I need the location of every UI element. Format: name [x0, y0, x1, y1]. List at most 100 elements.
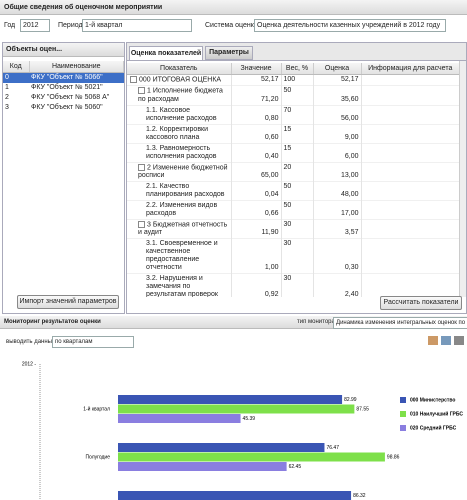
cell	[361, 74, 460, 86]
bar	[118, 443, 325, 452]
cell: 1 Исполнение бюджета по расходам	[127, 85, 232, 106]
bar	[118, 452, 385, 462]
grid: Показатель Значение Вес, % Оценка Информация…	[127, 61, 466, 297]
cell: 0,30	[313, 238, 362, 274]
tab-bar: Оценка показателей Параметры	[127, 43, 466, 61]
icon[interactable]	[428, 336, 438, 345]
cell: 48,00	[313, 181, 362, 201]
bar	[118, 395, 343, 404]
cell: 3.1. Своевременное и качественное предос…	[127, 238, 232, 274]
cell: ФКУ "Объект № 5066"	[31, 74, 103, 81]
cell: 3,57	[313, 219, 362, 239]
indicator-name: 3.2. Нарушения и замечания по результата…	[146, 275, 218, 297]
cell: 1,00	[231, 238, 282, 274]
tree-toggle	[138, 163, 145, 171]
indicator-name: 1.3. Равномерность исполнения расходов	[146, 144, 217, 160]
eval-panel: Оценка показателей Параметры Показатель З…	[126, 42, 467, 314]
cell: 52,17	[231, 74, 282, 86]
cell	[361, 85, 460, 106]
object-row[interactable]: 2 ФКУ "Объект № 5068 А"	[3, 93, 124, 103]
scrollbar[interactable]	[459, 61, 466, 297]
eval-row: 000 ИТОГОВАЯ ОЦЕНКА 52,17 100 52,17	[127, 74, 460, 86]
object-row[interactable]: 3 ФКУ "Объект № 5060"	[3, 103, 124, 113]
cell: 0,04	[231, 181, 282, 201]
objects-table: Код Наименование 0 ФКУ "Объект № 5066" 1 ФКУ…	[3, 61, 124, 113]
object-row[interactable]: 1 ФКУ "Объект № 5021"	[3, 83, 124, 93]
indicator-name: 3.1. Своевременное и качественное предос…	[146, 240, 218, 272]
value-label: 45.39	[243, 416, 256, 422]
cell: 13,00	[313, 162, 362, 182]
cell: 65,00	[231, 162, 282, 182]
col-header: Наименование	[29, 61, 124, 73]
bar	[118, 462, 287, 471]
cell: ФКУ "Объект № 5060"	[31, 104, 103, 111]
cell: 11,90	[231, 219, 282, 239]
bar	[118, 491, 352, 500]
legend-swatch	[400, 425, 406, 431]
system-input[interactable]: Оценка деятельности казенных учреждений …	[254, 19, 446, 32]
year-input[interactable]: 2012	[20, 19, 50, 32]
value-label: 76.47	[326, 445, 339, 451]
period-input[interactable]: 1-й квартал	[82, 19, 192, 32]
object-row[interactable]: 0 ФКУ "Объект № 5066"	[3, 72, 124, 83]
cell: 2,40	[313, 273, 362, 297]
legend-label: 010 Наилучший ГРБС	[410, 410, 463, 417]
cell: 0,92	[231, 273, 282, 297]
category-label: Полугодие	[85, 455, 110, 461]
import-button[interactable]: Импорт значений параметров	[17, 295, 119, 309]
indicator-name: 2.2. Изменения видов расходов	[146, 202, 218, 218]
icon[interactable]	[454, 336, 464, 345]
cell	[361, 105, 460, 125]
cell: 3	[5, 104, 9, 111]
cell	[361, 143, 460, 163]
cell	[361, 273, 460, 297]
monitor-type-select[interactable]: Динамика изменения интегральных оценок п…	[333, 317, 467, 329]
value-label: 82.99	[344, 397, 357, 403]
cell: 71,20	[231, 85, 282, 106]
indicator-name: 000 ИТОГОВАЯ ОЦЕНКА	[139, 76, 222, 84]
eval-row: 1.3. Равномерность исполнения расходов 0,…	[127, 143, 460, 163]
cell: 50	[281, 85, 314, 106]
cell: 17,00	[313, 200, 362, 220]
output-input[interactable]: по кварталам	[52, 336, 134, 348]
indicator-name: 1 Исполнение бюджета по расходам	[138, 87, 223, 103]
cell	[361, 181, 460, 201]
icon[interactable]	[441, 336, 451, 345]
eval-row: 2.1. Качество планирования расходов 0,04 5…	[127, 181, 460, 201]
eval-row: 1.1. Кассовое исполнение расходов 0,80 70 5…	[127, 105, 460, 125]
eval-row: 3.2. Нарушения и замечания по результата…	[127, 273, 460, 297]
cell: 30	[281, 238, 314, 274]
eval-row: 2.2. Изменения видов расходов 0,66 50 17,00	[127, 200, 460, 220]
indicator-name: 1.2. Корректировки кассового плана	[146, 125, 209, 141]
output-label: выводить данные	[6, 339, 56, 345]
group-label: 2012 -	[22, 361, 37, 367]
system-label: Система оценки	[205, 22, 258, 29]
cell: 3 Бюджетная отчетность и аудит	[127, 219, 232, 239]
cell: 70	[281, 105, 314, 125]
bar	[118, 414, 241, 423]
cell: 20	[281, 162, 314, 182]
col-header: Информация для расчета	[361, 63, 460, 75]
legend-label: 000 Министерство	[410, 397, 455, 403]
cell: 1.3. Равномерность исполнения расходов	[127, 143, 232, 163]
cell: 15	[281, 124, 314, 144]
monitor-type-label: тип монитора	[297, 319, 335, 325]
cell: 56,00	[313, 105, 362, 125]
indicator-name: 2.1. Качество планирования расходов	[146, 183, 225, 199]
cell: 0,66	[231, 200, 282, 220]
value-label: 62.45	[289, 464, 302, 470]
cell: 30	[281, 219, 314, 239]
bar	[118, 404, 355, 414]
legend-label: 020 Средний ГРБС	[410, 424, 457, 431]
col-header: Показатель	[127, 63, 232, 75]
calc-button[interactable]: Рассчитать показатели	[380, 296, 462, 310]
cell: 0,60	[231, 124, 282, 144]
cell: 000 ИТОГОВАЯ ОЦЕНКА	[127, 74, 232, 86]
cell: ФКУ "Объект № 5068 А"	[31, 94, 110, 101]
tab-active[interactable]: Оценка показателей	[129, 46, 203, 60]
tree-toggle	[138, 87, 145, 95]
cell: 9,00	[313, 124, 362, 144]
year-label: Год	[4, 22, 16, 29]
tab[interactable]: Параметры	[205, 46, 253, 60]
